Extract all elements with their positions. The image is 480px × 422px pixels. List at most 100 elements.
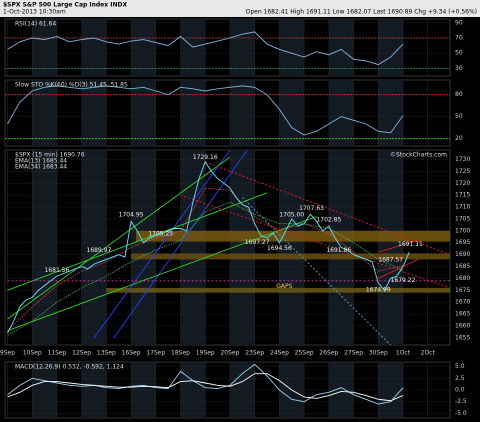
- panel: [5, 80, 450, 146]
- annotation: 1729.16: [193, 154, 218, 161]
- day-shade: [180, 150, 206, 345]
- y-tick-label: 0.0: [455, 387, 465, 394]
- x-tick-label: 1Oct: [396, 350, 411, 357]
- x-tick-label: 25Sep: [295, 350, 314, 357]
- x-tick-label: 13Sep: [97, 350, 116, 357]
- day-shade: [279, 150, 305, 345]
- legend-entry: Slow STO %K(60) %D(3) 51.45, 51.85: [15, 82, 128, 89]
- y-tick-label: 1675: [455, 287, 470, 294]
- y-tick-label: 1710: [455, 204, 470, 211]
- panel: [5, 19, 450, 76]
- y-tick-label: 80: [455, 91, 463, 98]
- y-tick-label: 1685: [455, 263, 470, 270]
- y-tick-label: 1705: [455, 215, 470, 222]
- panel-bg: [4, 18, 451, 77]
- y-tick-label: 2.5: [455, 375, 465, 382]
- x-tick-label: 23Sep: [245, 350, 264, 357]
- day-shade: [279, 19, 305, 76]
- y-tick-label: 1680: [455, 275, 470, 282]
- header-title: $SPX S&P 500 Large Cap Index INDX: [3, 2, 127, 9]
- y-tick-label: -5.0: [455, 410, 467, 417]
- trendline: [7, 216, 317, 332]
- annotation: 1707.63: [299, 205, 324, 212]
- trendline: [378, 258, 419, 279]
- day-shade: [32, 362, 57, 418]
- header-bg: [0, 0, 480, 17]
- series-line: [7, 363, 404, 405]
- x-tick-label: 19Sep: [196, 350, 215, 357]
- annotation: GAPS: [276, 283, 292, 290]
- annotation: 1697.27: [245, 239, 270, 246]
- y-tick-label: 1700: [455, 227, 470, 234]
- series-line: [7, 201, 404, 336]
- header-date: 1-Oct-2013 10:30am: [3, 9, 66, 16]
- y-tick-label: 1665: [455, 311, 470, 318]
- trendline: [113, 150, 248, 339]
- x-tick-label: 9Sep: [0, 350, 15, 357]
- trendline: [7, 192, 268, 291]
- day-shade: [328, 19, 354, 76]
- y-tick-label: 70: [455, 35, 463, 42]
- x-tick-label: 18Sep: [171, 350, 190, 357]
- y-tick-label: 1695: [455, 239, 470, 246]
- annotation: 1704.95: [119, 212, 144, 219]
- panel: [5, 362, 450, 418]
- x-tick-label: 2Oct: [421, 350, 436, 357]
- y-tick-label: 1730: [455, 156, 470, 163]
- day-shade: [279, 80, 305, 146]
- series-line: [7, 187, 404, 331]
- y-tick-label: 1720: [455, 180, 470, 187]
- day-shade: [229, 362, 255, 418]
- day-shade: [328, 80, 354, 146]
- legend-entry: MACD(12,26,9) 0.532, -0.592, 1.124: [15, 364, 124, 371]
- annotation: 1691.11: [398, 241, 423, 248]
- legend-entry: EMA(34) 1683.44: [15, 164, 67, 171]
- series-line: [7, 85, 404, 136]
- day-shade: [131, 80, 156, 146]
- legend-entry: EMA(13) 1685.44: [15, 158, 67, 165]
- panel-bg: [4, 79, 451, 147]
- y-tick-label: 30: [455, 65, 463, 72]
- annotation: 1681.56: [45, 267, 70, 274]
- annotation: 1702.85: [316, 217, 341, 224]
- legend-entry: RSI(14) 61.64: [15, 21, 56, 28]
- y-tick-label: 50: [455, 113, 463, 120]
- y-tick-label: 1655: [455, 334, 470, 341]
- annotation: 1674.99: [366, 286, 391, 293]
- trendline: [378, 239, 418, 253]
- annotation: 1691.86: [326, 247, 351, 254]
- series-line: [7, 31, 404, 66]
- header-quote: Open 1682.41 High 1691.11 Low 1682.07 La…: [246, 9, 477, 16]
- x-tick-label: 27Sep: [344, 350, 363, 357]
- x-tick-label: 26Sep: [319, 350, 338, 357]
- x-tick-label: 16Sep: [122, 350, 141, 357]
- price-band: [106, 287, 450, 293]
- day-shade: [32, 19, 57, 76]
- day-shade: [131, 150, 156, 345]
- annotation: 1687.57: [378, 257, 403, 264]
- day-shade: [229, 80, 255, 146]
- y-tick-label: -2.5: [455, 398, 467, 405]
- x-tick-label: 12Sep: [72, 350, 91, 357]
- trendline: [93, 150, 231, 339]
- x-tick-label: 17Sep: [146, 350, 165, 357]
- day-shade: [378, 150, 404, 345]
- day-shade: [229, 19, 255, 76]
- day-shade: [32, 150, 57, 345]
- y-tick-label: 20: [455, 135, 463, 142]
- y-tick-label: 50: [455, 50, 463, 57]
- annotation: 1679.22: [391, 277, 416, 284]
- annotation: 1705.25: [148, 230, 173, 237]
- credit: ©StockCharts.com: [390, 152, 447, 159]
- annotation: 1705.00: [279, 211, 304, 218]
- y-tick-label: 1690: [455, 251, 470, 258]
- trendline: [7, 156, 231, 320]
- y-tick-label: 1715: [455, 192, 470, 199]
- day-shade: [180, 80, 206, 146]
- y-tick-label: 90: [455, 19, 463, 26]
- price-band: [131, 253, 450, 260]
- trendline: [180, 194, 450, 289]
- x-tick-label: 30Sep: [369, 350, 388, 357]
- day-shade: [378, 80, 404, 146]
- y-tick-label: 1660: [455, 322, 470, 329]
